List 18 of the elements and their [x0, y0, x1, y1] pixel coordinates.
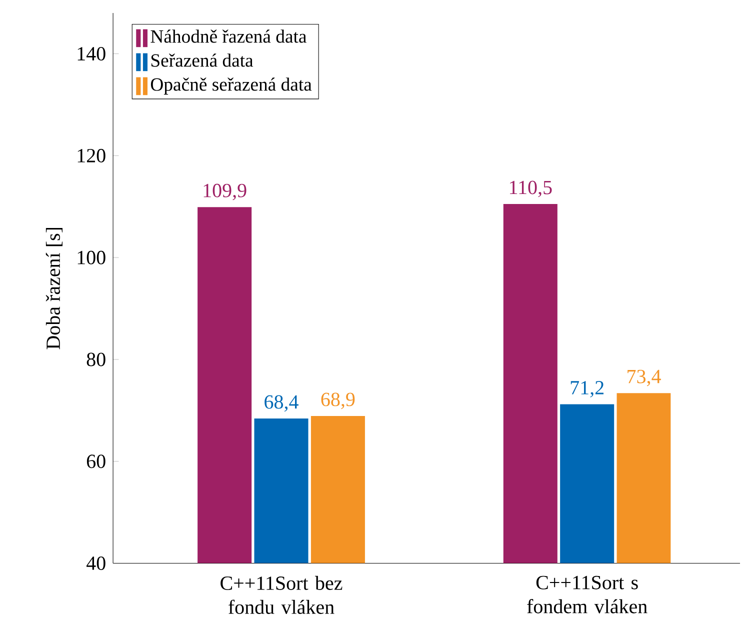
data-label: 73,4 — [628, 370, 661, 386]
y-tick-label: 120 — [78, 148, 106, 162]
y-axis-title: Doba řazení [s] — [46, 228, 62, 350]
data-label: 109,9 — [204, 184, 246, 200]
y-tick-label: 60 — [86, 454, 106, 468]
y-tick-label: 40 — [86, 556, 106, 570]
y-tick-label: 80 — [86, 352, 106, 366]
data-label: 71,2 — [570, 381, 604, 398]
y-tick-label: 100 — [78, 250, 106, 264]
data-label: 110,5 — [510, 180, 552, 198]
legend-label: Opačně seřazená data — [150, 78, 312, 95]
data-label: 68,9 — [321, 392, 355, 410]
x-tick-label: C++11Sort s fondem vláken — [527, 576, 648, 614]
y-tick-label: 140 — [78, 47, 106, 61]
data-label: 68,4 — [264, 395, 298, 412]
legend-label: Seřazená data — [151, 54, 254, 67]
legend-label: Náhodně řazená data — [150, 30, 306, 43]
x-tick-label: C++11Sort bez fondu vláken — [220, 576, 342, 614]
